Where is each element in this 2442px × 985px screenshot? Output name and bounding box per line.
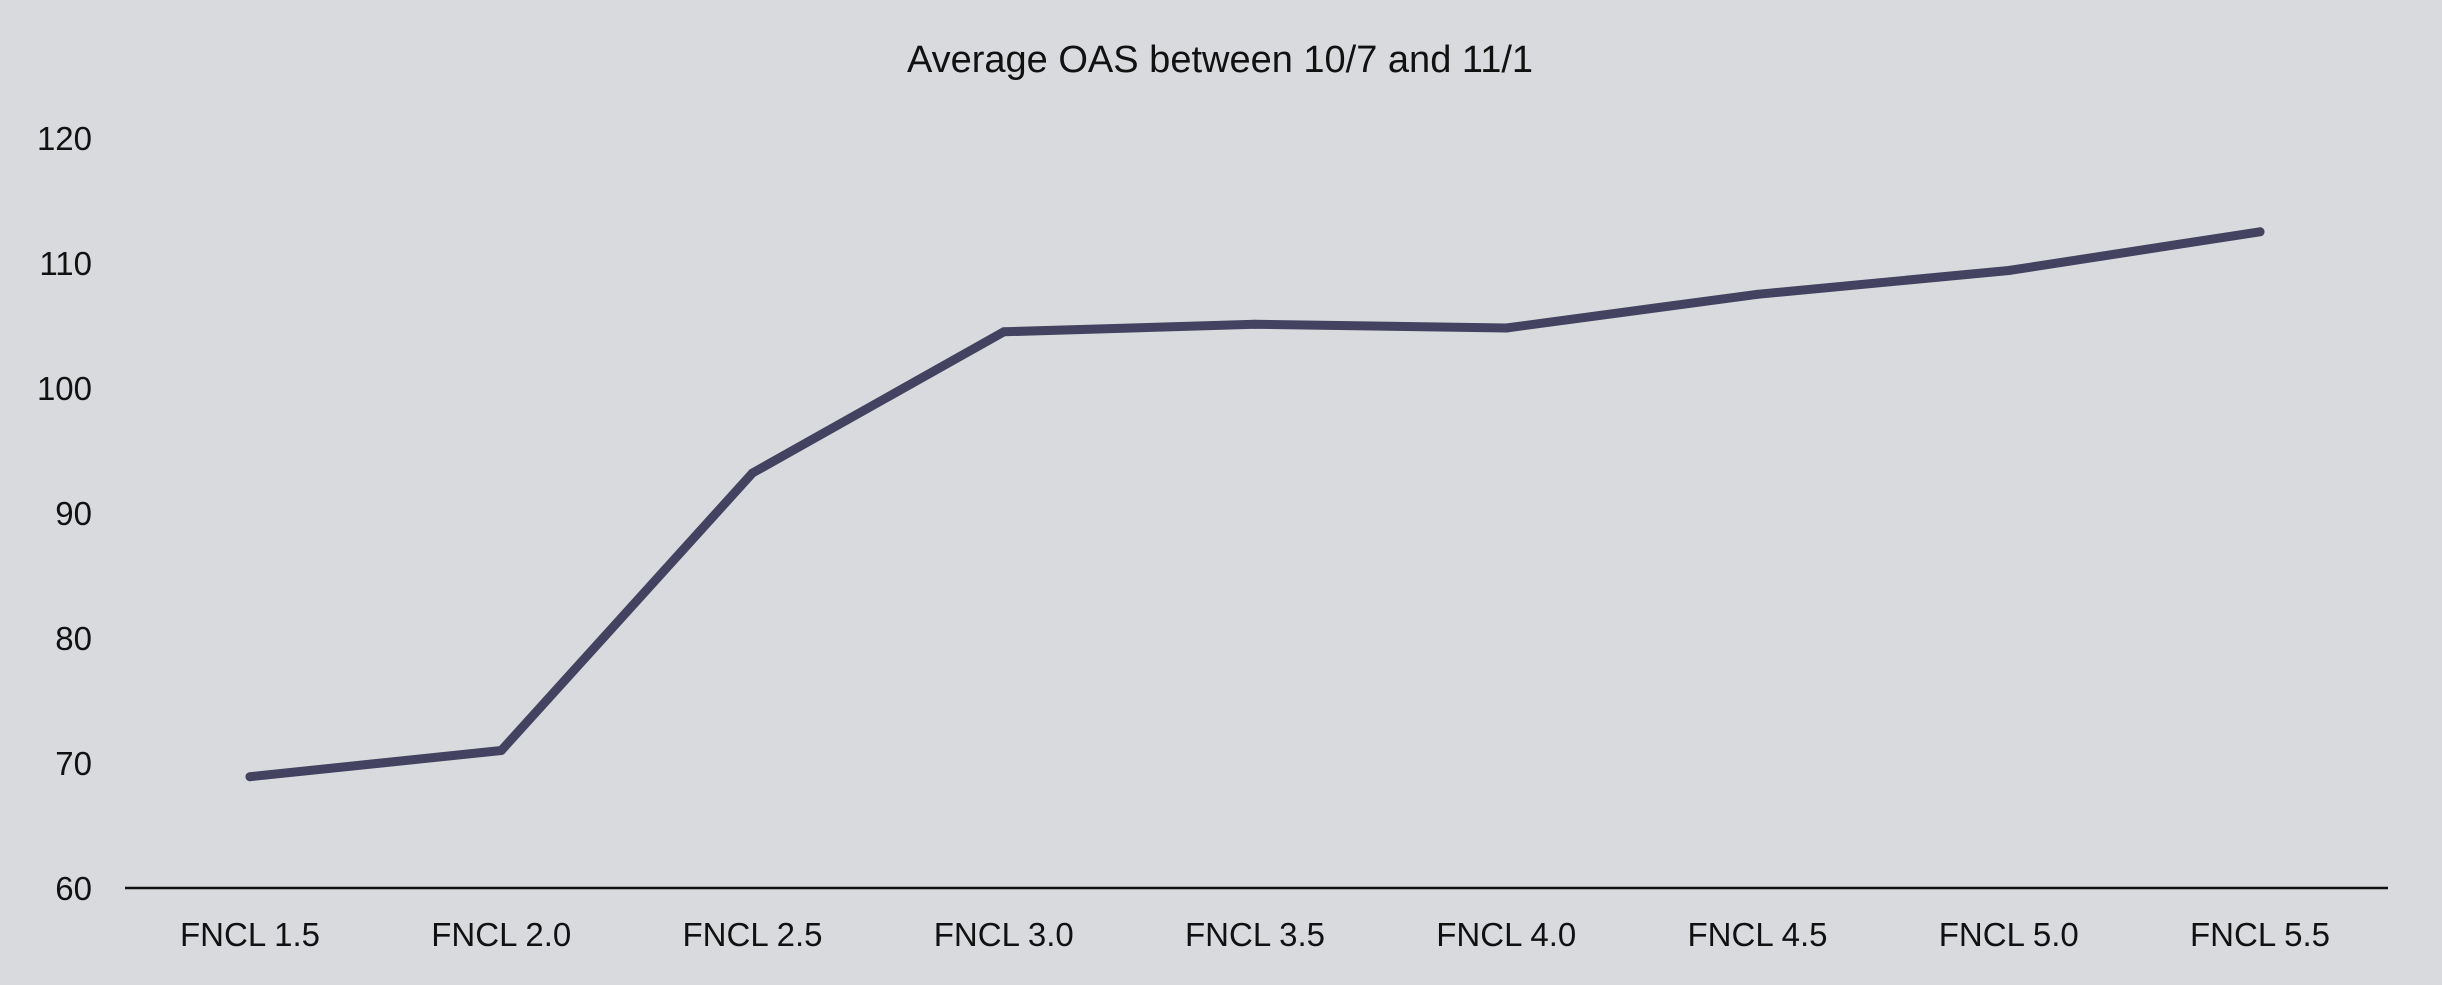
x-tick-label: FNCL 5.5 [2190,916,2330,953]
data-point [2255,227,2265,237]
y-tick-label: 70 [55,745,92,782]
x-tick-label: FNCL 2.5 [683,916,823,953]
y-tick-label: 110 [39,245,92,282]
data-point [245,772,255,782]
series-line [245,227,2265,782]
x-tick-label: FNCL 4.5 [1688,916,1828,953]
x-tick-label: FNCL 4.0 [1436,916,1576,953]
x-tick-label: FNCL 1.5 [180,916,320,953]
series-group [245,227,2265,782]
y-tick-label: 60 [55,870,92,907]
x-axis: FNCL 1.5 FNCL 2.0 FNCL 2.5 FNCL 3.0 FNCL 3.5… [125,886,2388,953]
y-tick-label: 100 [37,370,92,407]
data-point [1250,319,1260,329]
x-tick-label: FNCL 3.5 [1185,916,1325,953]
y-tick-label: 80 [55,620,92,657]
chart-title: Average OAS between 10/7 and 11/1 [907,39,1533,81]
x-tick-label: FNCL 2.0 [431,916,571,953]
data-point [2004,266,2014,275]
data-point [496,746,506,755]
x-tick-label: FNCL 5.0 [1939,916,2079,953]
y-tick-label: 90 [55,495,92,532]
y-axis: 60 70 80 90 100 110 120 [37,120,92,907]
data-point [748,468,757,478]
data-point [1501,323,1511,333]
data-point [1753,289,1762,299]
data-point [999,327,1009,337]
x-tick-label: FNCL 3.0 [934,916,1074,953]
y-tick-label: 120 [37,120,92,157]
